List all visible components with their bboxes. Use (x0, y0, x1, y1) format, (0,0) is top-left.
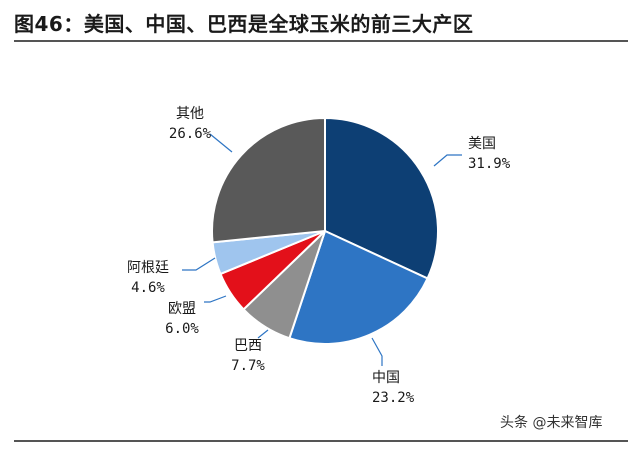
leader-line-2 (257, 329, 269, 339)
chart-title: 图46：美国、中国、巴西是全球玉米的前三大产区 (14, 12, 474, 36)
top-rule (14, 40, 628, 42)
slice-value-1: 23.2% (372, 390, 415, 406)
slice-label-1: 中国 (372, 370, 400, 386)
slice-label-2: 巴西 (234, 338, 262, 354)
leader-line-3 (204, 295, 227, 303)
leader-line-4 (182, 257, 216, 271)
slice-value-4: 4.6% (131, 280, 165, 296)
slice-label-4: 阿根廷 (127, 260, 169, 276)
pie-slice-5 (211, 116, 326, 244)
slice-value-0: 31.9% (468, 156, 511, 172)
slice-value-3: 6.0% (165, 321, 199, 337)
leader-line-5 (209, 133, 233, 153)
bottom-rule (14, 440, 628, 442)
leader-line-0 (433, 154, 462, 167)
slice-label-5: 其他 (176, 106, 204, 122)
watermark: 头条 @未来智库 (500, 415, 603, 431)
pie-slice-0 (324, 116, 439, 280)
pie-slice-1 (288, 229, 429, 345)
slice-value-5: 26.6% (169, 126, 212, 142)
slice-label-0: 美国 (468, 136, 496, 152)
slice-value-2: 7.7% (231, 358, 265, 374)
leader-line-1 (371, 337, 383, 366)
title-bar: 图46：美国、中国、巴西是全球玉米的前三大产区 (14, 2, 628, 42)
slice-label-3: 欧盟 (168, 301, 196, 317)
